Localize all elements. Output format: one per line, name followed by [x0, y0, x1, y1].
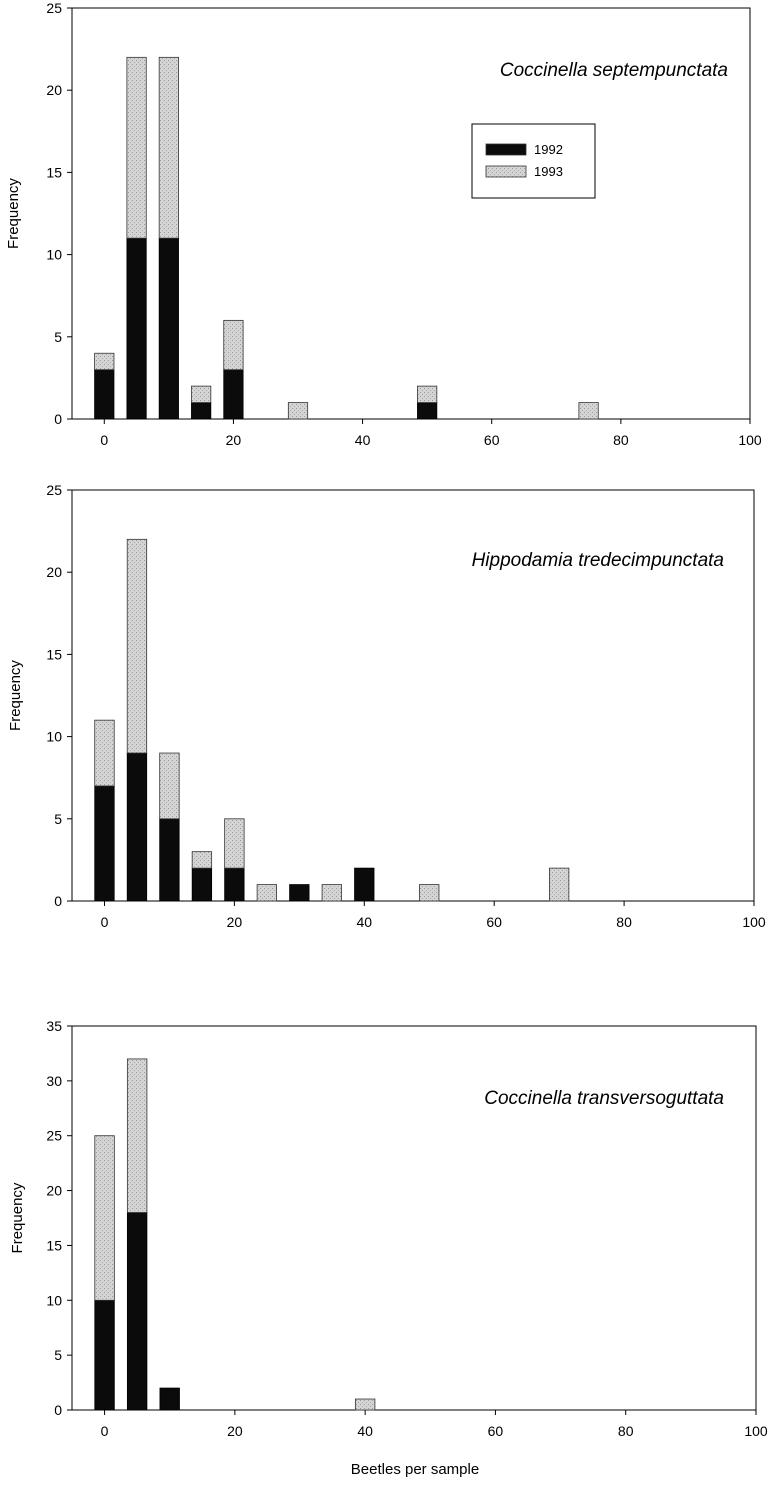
bar-1993-x0	[94, 719, 115, 787]
bar-1993-x35	[321, 884, 342, 902]
x-tick-label: 100	[742, 914, 766, 930]
legend-label-1993: 1993	[534, 164, 563, 179]
y-tick-label: 20	[46, 564, 62, 580]
bar-1993-x5	[126, 538, 148, 754]
bar-1992-x50	[417, 402, 438, 420]
plot-frame	[71, 489, 755, 902]
bar-1993-x25	[256, 884, 278, 902]
bar-1992-x0	[94, 369, 115, 420]
bar-1992-x0	[94, 1299, 115, 1411]
panel-title: Coccinella septempunctata	[500, 60, 728, 81]
bar-1992-x5	[126, 237, 147, 420]
bar-1993-x20	[223, 319, 244, 371]
bar-1992-x15	[191, 867, 213, 902]
bar-1993-x50	[417, 385, 438, 403]
y-tick-label: 10	[46, 1292, 62, 1308]
x-tick-label: 0	[100, 432, 108, 448]
y-tick-label: 10	[46, 247, 62, 263]
y-tick-label: 20	[46, 82, 62, 98]
chart-panel-1: 0 5 10 15 20 25 0 20 40 60 80 100 Frequency Coccinell…	[5, 0, 762, 448]
bar-1993-x15	[191, 851, 213, 869]
bar-1992-x10	[159, 818, 180, 902]
x-tick-label: 60	[484, 432, 500, 448]
y-tick-label: 5	[54, 1347, 62, 1363]
x-tick-label: 0	[101, 1423, 109, 1439]
legend-swatch-1992	[485, 143, 527, 156]
x-tick-label: 20	[227, 914, 243, 930]
plot-frame	[71, 7, 751, 420]
y-tick-label: 0	[54, 1402, 62, 1418]
bar-1993-x20	[224, 818, 245, 869]
bar-1992-x5	[126, 752, 148, 902]
bar-1993-x0	[94, 1135, 115, 1301]
bar-1992-x10	[158, 237, 179, 420]
x-tick-label: 100	[744, 1423, 768, 1439]
y-tick-label: 5	[54, 811, 62, 827]
y-tick-label: 5	[54, 329, 62, 345]
bar-1992-x5	[126, 1212, 148, 1411]
bar-1992-x15	[191, 402, 212, 420]
y-tick-label: 20	[46, 1183, 62, 1199]
legend-swatch-1993	[485, 165, 527, 178]
bar-1992-x20	[223, 369, 244, 420]
x-tick-label: 40	[355, 432, 371, 448]
x-tick-label: 80	[616, 914, 632, 930]
y-tick-label: 15	[46, 164, 62, 180]
bar-1992-x0	[94, 785, 115, 902]
y-tick-label: 0	[54, 411, 62, 427]
x-tick-label: 20	[227, 1423, 243, 1439]
x-tick-label: 40	[356, 914, 372, 930]
panel-title: Coccinella transversoguttata	[484, 1088, 724, 1109]
x-tick-label: 60	[488, 1423, 504, 1439]
x-tick-label: 40	[357, 1423, 373, 1439]
y-axis-title: Frequency	[9, 1182, 26, 1253]
bar-1992-x30	[289, 884, 310, 902]
bar-1993-x5	[126, 1058, 148, 1213]
bar-1993-x40	[354, 1398, 376, 1411]
y-tick-label: 25	[46, 482, 62, 498]
bar-1993-x15	[191, 385, 212, 403]
bar-1992-x20	[224, 867, 245, 902]
bar-1993-x30	[287, 402, 309, 420]
y-tick-label: 0	[54, 893, 62, 909]
x-tick-label: 100	[738, 432, 762, 448]
bar-1993-x70	[549, 867, 570, 902]
bar-1993-x5	[126, 56, 147, 239]
x-tick-label: 60	[486, 914, 502, 930]
plot-frame	[71, 1025, 757, 1411]
legend-label-1992: 1992	[534, 142, 563, 157]
y-tick-label: 15	[46, 1237, 62, 1253]
bar-1992-x10	[159, 1387, 180, 1411]
legend-box	[471, 123, 596, 199]
y-tick-label: 25	[46, 0, 62, 16]
chart-panel-3: 0 5 10 15 20 25 30 35 0 20 40 60 80 100 Frequency Cocci…	[9, 1018, 768, 1439]
x-tick-label: 0	[101, 914, 109, 930]
bar-1993-x75	[578, 402, 599, 420]
x-tick-label: 80	[613, 432, 629, 448]
legend: 1992 1993	[471, 123, 596, 199]
x-tick-label: 20	[226, 432, 242, 448]
bar-1993-x50	[419, 884, 440, 902]
y-axis-title: Frequency	[5, 178, 22, 249]
bar-1993-x10	[158, 56, 179, 239]
panel-title: Hippodamia tredecimpunctata	[472, 550, 724, 571]
x-axis-title: Beetles per sample	[351, 1461, 479, 1478]
x-tick-label: 80	[618, 1423, 634, 1439]
y-tick-label: 15	[46, 646, 62, 662]
bar-1993-x0	[94, 352, 115, 371]
y-tick-label: 25	[46, 1128, 62, 1144]
bar-1993-x10	[159, 752, 180, 820]
y-axis-title: Frequency	[7, 660, 24, 731]
y-tick-label: 30	[46, 1073, 62, 1089]
y-tick-label: 10	[46, 729, 62, 745]
bar-1992-x40	[354, 867, 375, 902]
y-tick-label: 35	[46, 1018, 62, 1034]
chart-panel-2: 0 5 10 15 20 25 0 20 40 60 80 100 Frequency Hippodami…	[7, 482, 766, 930]
